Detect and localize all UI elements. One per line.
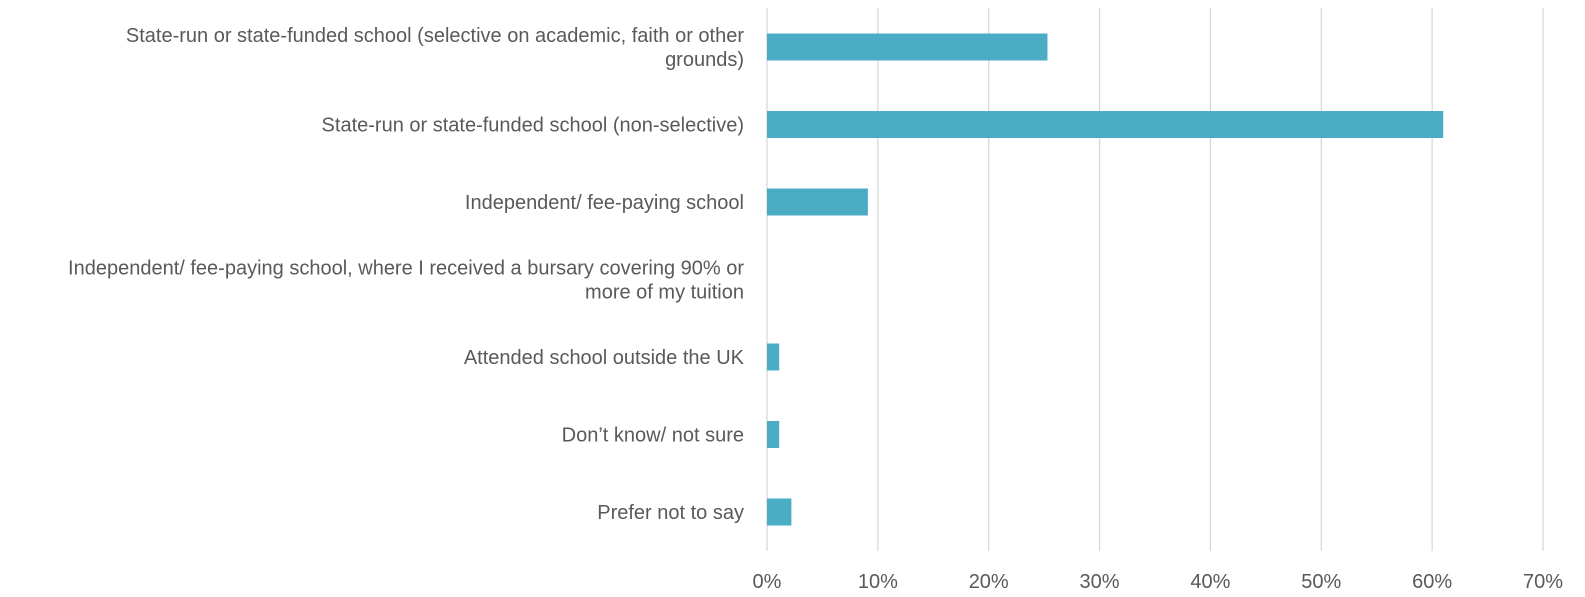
x-tick-label: 40%	[1190, 571, 1230, 593]
category-label: State-run or state-funded school (non-se…	[322, 115, 744, 137]
bar-layer	[767, 33, 1444, 526]
x-tick-label: 0%	[753, 571, 782, 593]
category-label: State-run or state-funded school (select…	[126, 25, 744, 47]
grid-layer	[766, 8, 1544, 551]
category-label: Independent/ fee-paying school	[465, 192, 744, 214]
bar	[767, 343, 780, 371]
category-label: grounds)	[665, 49, 744, 71]
bar	[767, 498, 792, 526]
bar	[767, 111, 1444, 138]
category-label: Prefer not to say	[597, 502, 744, 524]
x-tick-label: 50%	[1301, 571, 1341, 593]
tick-label-layer: 0% 10% 20% 30% 40% 50% 60% 70%	[753, 571, 1564, 593]
category-label: Independent/ fee-paying school, where I …	[68, 258, 744, 280]
bar	[767, 421, 780, 448]
x-tick-label: 20%	[969, 571, 1009, 593]
bar	[767, 188, 868, 216]
category-label-layer: State-run or state-funded school (select…	[68, 25, 745, 524]
x-tick-label: 60%	[1412, 571, 1452, 593]
bar	[767, 33, 1048, 61]
x-tick-label: 10%	[858, 571, 898, 593]
x-tick-label: 30%	[1080, 571, 1120, 593]
category-label: more of my tuition	[585, 282, 744, 304]
category-label: Attended school outside the UK	[464, 347, 745, 369]
x-tick-label: 70%	[1523, 571, 1563, 593]
category-label: Don’t know/ not sure	[562, 425, 744, 447]
